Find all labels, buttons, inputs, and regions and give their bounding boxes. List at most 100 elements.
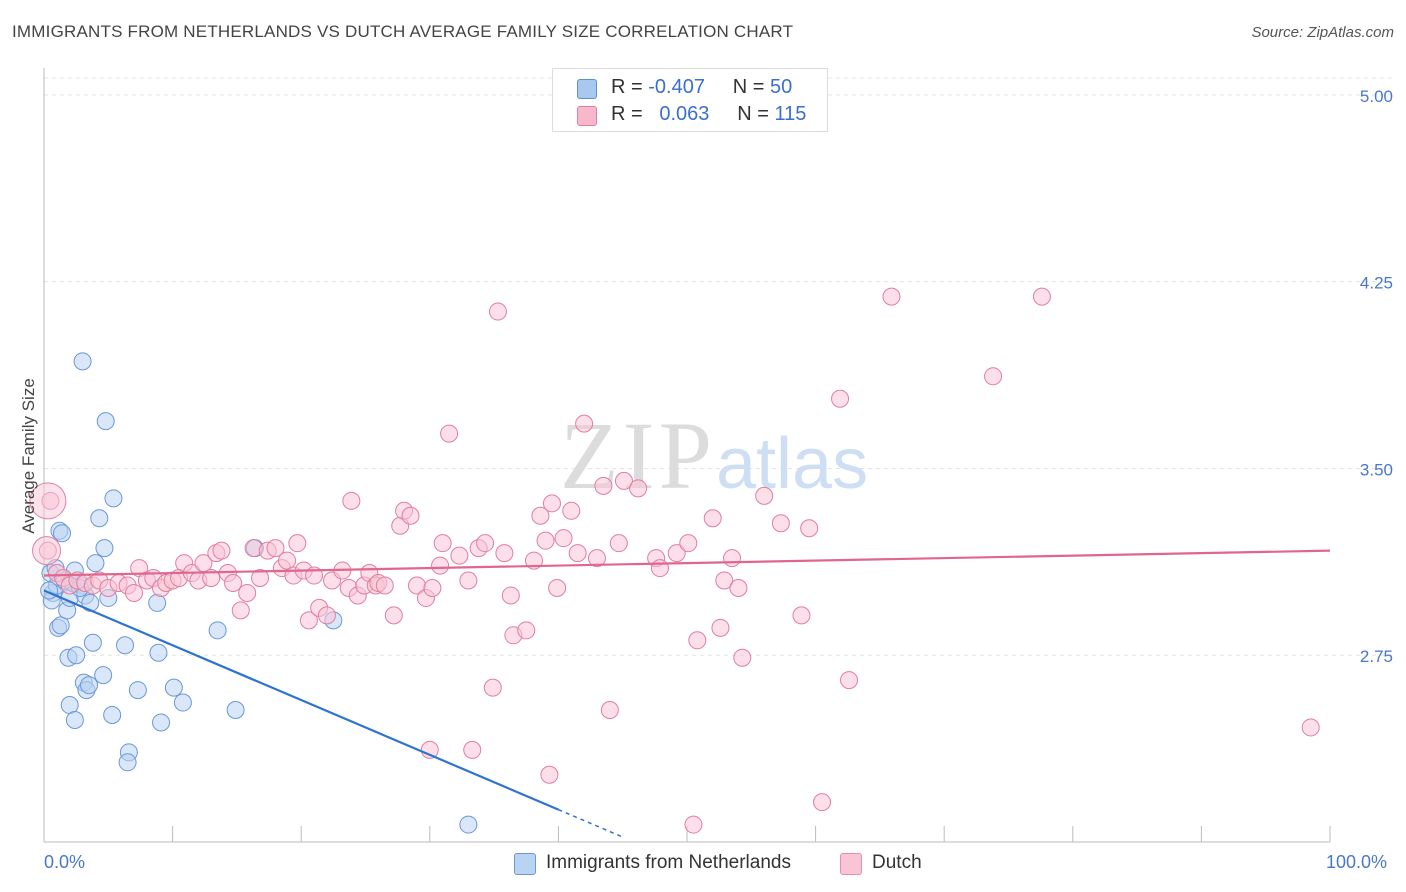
point-dutch [729,578,748,597]
point-dutch [703,509,722,528]
point-dutch [431,556,450,575]
point-dutch [587,549,606,568]
point-netherlands [53,524,72,543]
point-dutch [342,491,361,510]
point-dutch [423,578,442,597]
point-dutch [251,569,270,588]
point-netherlands [103,705,122,724]
point-netherlands [128,681,147,700]
chart-title: IMMIGRANTS FROM NETHERLANDS VS DUTCH AVE… [12,22,794,41]
point-dutch [278,551,297,570]
legend-swatch-netherlands [577,79,597,99]
point-netherlands [80,676,99,695]
point-dutch [711,618,730,637]
bottom-legend-label: Dutch [872,852,922,873]
point-netherlands [51,616,70,635]
trend-line-netherlands-extension [558,808,623,838]
point-dutch [542,494,561,513]
point-netherlands [164,678,183,697]
point-netherlands [81,593,100,612]
point-dutch [488,302,507,321]
y-tick-label: 5.00 [1360,87,1393,106]
point-dutch [667,544,686,563]
point-dutch [495,544,514,563]
point-dutch [212,541,231,560]
point-dutch [401,506,420,525]
point-dutch [679,534,698,553]
point-dutch [554,529,573,548]
point-dutch [733,648,752,667]
point-netherlands [149,643,168,662]
point-dutch [536,531,555,550]
point-netherlands [173,693,192,712]
point-dutch [715,571,734,590]
point-dutch [238,583,257,602]
point-dutch [548,578,567,597]
x-tick-label-min: 0.0% [44,852,86,872]
point-dutch [792,606,811,625]
point-dutch [575,414,594,433]
point-netherlands [65,710,84,729]
point-dutch [540,765,559,784]
point-netherlands [83,633,102,652]
point-dutch [202,569,221,588]
point-netherlands [152,713,171,732]
point-dutch [984,367,1003,386]
point-dutch [440,424,459,443]
point-dutch [840,671,859,690]
bottom-legend-label: Immigrants from Netherlands [546,852,791,873]
point-dutch [688,631,707,650]
point-dutch [650,559,669,578]
point-dutch [266,539,285,558]
point-dutch [723,549,742,568]
legend-r-value: 0.063 [659,103,710,125]
point-netherlands [148,593,167,612]
point-dutch [433,534,452,553]
point-netherlands [118,753,137,772]
point-dutch [609,534,628,553]
point-dutch [224,574,243,593]
trend-lines [43,549,1331,838]
point-netherlands [90,509,109,528]
point-dutch [594,476,613,495]
point-netherlands [73,352,92,371]
point-dutch [831,389,850,408]
axes [43,68,1331,843]
point-dutch [463,740,482,759]
legend-swatch-dutch [577,106,597,126]
point-dutch [231,601,250,620]
point-dutch [32,536,62,566]
legend-n-value: 115 [774,103,807,125]
point-netherlands [40,581,59,600]
point-dutch [531,506,550,525]
point-dutch [684,815,703,834]
y-axis-title: Average Family Size [19,378,38,534]
point-dutch [562,501,581,520]
bottom-legend-swatch-netherlands [514,853,536,875]
point-dutch [517,621,536,640]
point-netherlands [96,412,115,431]
point-dutch [450,546,469,565]
point-dutch [771,514,790,533]
point-dutch [1301,718,1320,737]
y-tick-label: 2.75 [1360,647,1393,666]
point-netherlands [94,666,113,685]
point-dutch [882,287,901,306]
point-dutch [813,793,832,812]
point-netherlands [67,646,86,665]
point-dutch [501,586,520,605]
legend-n-value: 50 [770,76,793,98]
legend-r-label: R = [611,76,643,98]
y-tick-labels: 2.75 3.50 4.25 5.00 [1360,87,1393,666]
point-dutch [800,519,819,538]
point-netherlands [116,636,135,655]
point-netherlands [459,815,478,834]
point-dutch [317,606,336,625]
watermark-atlas: atlas [716,424,868,504]
point-dutch [1032,287,1051,306]
point-dutch [524,551,543,570]
trend-line-dutch [43,549,1331,577]
bottom-legend-swatch-dutch [840,853,862,875]
point-dutch [29,482,67,520]
